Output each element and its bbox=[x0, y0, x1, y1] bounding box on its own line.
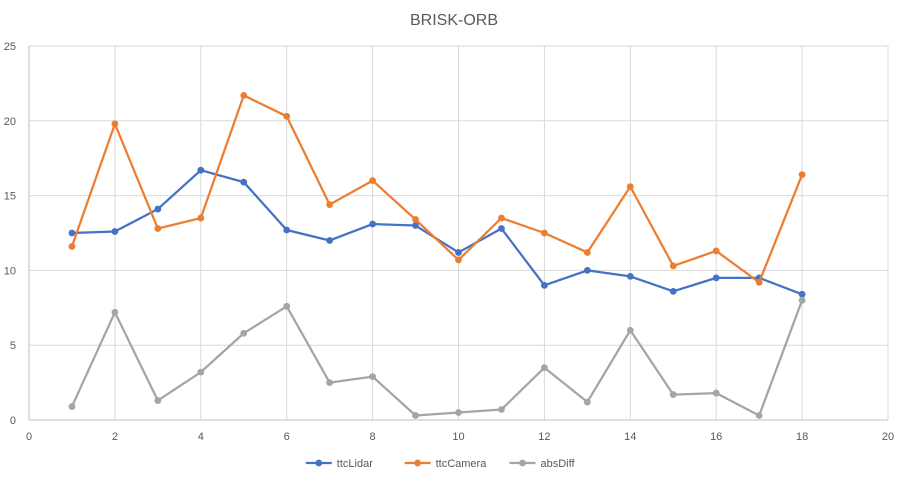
series-layer bbox=[68, 91, 806, 419]
x-tick-label: 14 bbox=[624, 431, 636, 443]
x-tick-label: 8 bbox=[370, 431, 376, 443]
data-point bbox=[541, 281, 548, 289]
data-point bbox=[240, 178, 248, 186]
legend-swatch-marker bbox=[414, 459, 421, 467]
x-tick-label: 16 bbox=[710, 431, 722, 443]
legend-label: ttcCamera bbox=[436, 458, 488, 470]
x-tick-label: 2 bbox=[112, 431, 118, 443]
y-tick-label: 25 bbox=[4, 41, 16, 53]
data-point bbox=[326, 201, 334, 208]
data-point bbox=[755, 412, 763, 419]
data-point bbox=[68, 403, 76, 410]
data-point bbox=[412, 222, 419, 229]
data-point bbox=[498, 406, 505, 413]
data-point bbox=[326, 379, 334, 386]
data-point bbox=[197, 166, 205, 174]
y-tick-label: 0 bbox=[10, 415, 16, 427]
data-point bbox=[412, 412, 419, 419]
data-point bbox=[111, 228, 119, 235]
data-point bbox=[412, 216, 419, 223]
data-point bbox=[326, 237, 334, 244]
x-tick-label: 12 bbox=[538, 431, 550, 443]
data-point bbox=[541, 229, 548, 237]
data-point bbox=[498, 214, 505, 222]
legend-item-absDiff: absDiff bbox=[509, 458, 576, 470]
chart-title: BRISK-ORB bbox=[410, 12, 498, 29]
series-line bbox=[70, 94, 804, 284]
legend: ttcLidar ttcCamera absDiff bbox=[305, 458, 576, 470]
data-point bbox=[455, 256, 462, 264]
legend-item-ttcLidar: ttcLidar bbox=[305, 458, 373, 470]
data-point bbox=[455, 409, 462, 416]
data-point bbox=[626, 326, 634, 334]
y-tick-label: 5 bbox=[10, 340, 16, 352]
data-point bbox=[369, 177, 376, 185]
data-point bbox=[583, 267, 591, 274]
data-point bbox=[154, 205, 162, 213]
legend-label: absDiff bbox=[541, 458, 576, 470]
data-point bbox=[197, 214, 205, 222]
data-point bbox=[541, 364, 548, 372]
data-point bbox=[197, 368, 205, 376]
data-point bbox=[111, 308, 119, 316]
legend-item-ttcCamera: ttcCamera bbox=[404, 458, 488, 470]
data-point bbox=[669, 287, 677, 295]
series-line bbox=[70, 299, 804, 417]
data-point bbox=[798, 296, 806, 304]
x-tick-label: 20 bbox=[882, 431, 894, 443]
series-line bbox=[70, 169, 804, 296]
data-point bbox=[240, 329, 248, 337]
data-point bbox=[68, 243, 76, 250]
legend-swatch-marker bbox=[519, 459, 526, 467]
y-tick-label: 20 bbox=[4, 116, 16, 128]
data-point bbox=[669, 262, 677, 270]
series-absDiff bbox=[68, 296, 806, 419]
y-tick-label: 10 bbox=[4, 265, 16, 277]
data-point bbox=[498, 225, 505, 232]
grid-layer bbox=[28, 45, 889, 421]
data-point bbox=[154, 397, 162, 404]
data-point bbox=[626, 183, 634, 191]
data-point bbox=[798, 290, 806, 298]
y-tick-label: 15 bbox=[4, 191, 16, 203]
data-point bbox=[455, 249, 462, 256]
data-point bbox=[111, 120, 119, 128]
legend-swatch-marker bbox=[315, 459, 323, 467]
data-point bbox=[154, 225, 162, 232]
x-tick-label: 0 bbox=[26, 431, 32, 443]
x-tick-label: 18 bbox=[796, 431, 808, 443]
data-point bbox=[68, 229, 76, 237]
data-point bbox=[669, 391, 677, 398]
x-tick-label: 4 bbox=[198, 431, 204, 443]
data-point bbox=[712, 274, 720, 282]
x-tick-label: 10 bbox=[452, 431, 464, 443]
data-point bbox=[583, 249, 591, 256]
data-point bbox=[283, 112, 291, 120]
data-point bbox=[240, 91, 248, 99]
data-point bbox=[583, 398, 591, 406]
data-point bbox=[283, 226, 291, 234]
legend-label: ttcLidar bbox=[337, 458, 373, 470]
data-point bbox=[369, 220, 376, 228]
data-point bbox=[283, 302, 291, 310]
data-point bbox=[626, 272, 634, 280]
series-ttcLidar bbox=[68, 166, 806, 298]
data-point bbox=[712, 389, 720, 397]
data-point bbox=[798, 171, 806, 179]
data-point bbox=[712, 247, 720, 255]
data-point bbox=[755, 278, 763, 286]
axis-layer: 0 5 10 15 20 25 0 2 4 6 8 10 12 14 16 18 20 bbox=[4, 41, 894, 443]
data-point bbox=[369, 373, 376, 381]
series-ttcCamera bbox=[68, 91, 806, 286]
x-tick-label: 6 bbox=[284, 431, 290, 443]
